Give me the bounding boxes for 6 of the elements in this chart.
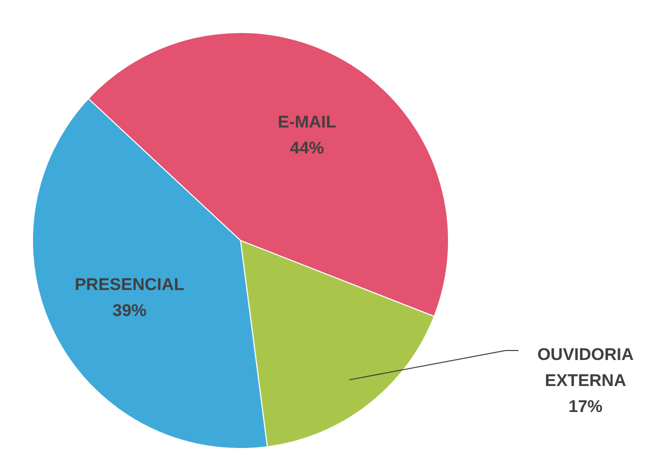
data-label: 44% [290,138,324,158]
slice-label: OUVIDORIA EXTERNA [537,345,634,390]
data-label: 17% [568,397,603,416]
data-label: 39% [112,301,147,320]
slice-label: E-MAIL [278,112,336,132]
slice-label: PRESENCIAL [74,275,184,294]
